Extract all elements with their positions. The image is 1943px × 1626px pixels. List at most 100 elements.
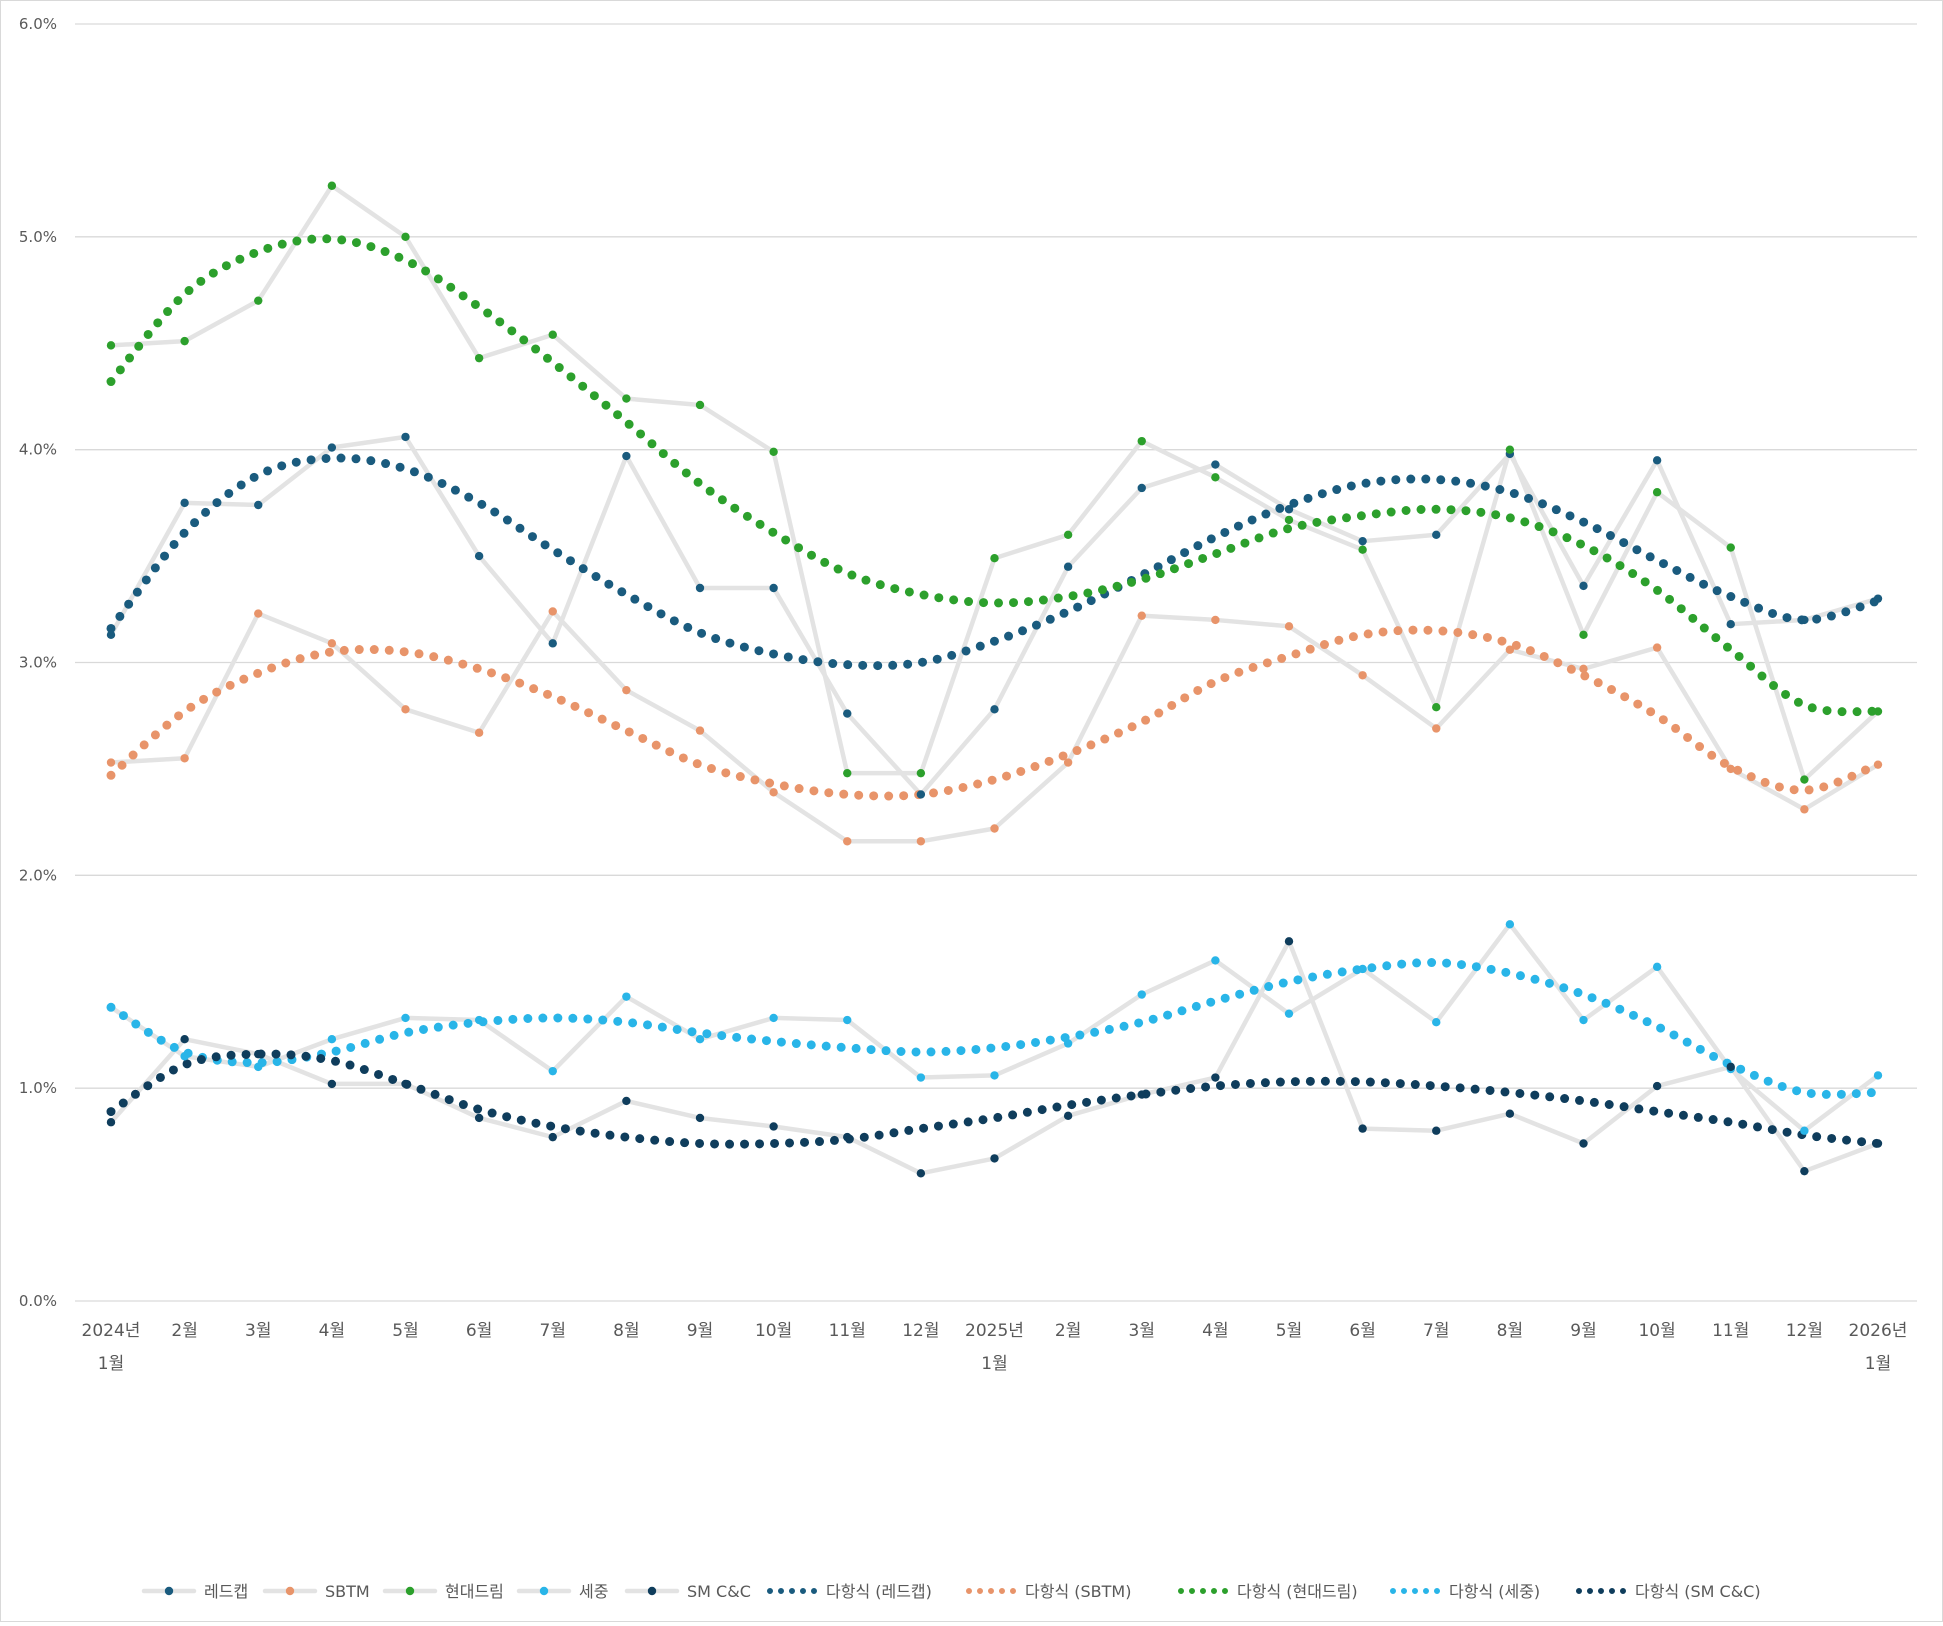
data-point [401, 232, 410, 242]
data-point [1211, 1073, 1220, 1082]
x-tick-label: 2월 [1055, 1321, 1081, 1341]
x-tick-label: 8월 [613, 1321, 639, 1341]
data-point [327, 1035, 337, 1044]
y-tick-label: 3.0% [19, 654, 57, 672]
legend-item: 레드캡 [141, 1582, 248, 1601]
legend-item: SBTM [262, 1582, 370, 1601]
data-point [401, 1079, 410, 1089]
legend-label: SBTM [325, 1582, 370, 1601]
legend-item: 현대드림 [382, 1582, 504, 1601]
data-point [769, 1013, 778, 1023]
series-line [108, 939, 1881, 1176]
series-line [108, 434, 1881, 797]
data-point [1284, 505, 1294, 514]
data-point [769, 788, 778, 797]
data-point [1137, 483, 1146, 493]
series-markers [106, 181, 1883, 1178]
legend-item: SM C&C [624, 1582, 751, 1601]
data-point [843, 709, 852, 718]
trendline [106, 625, 1883, 801]
data-point [1063, 530, 1073, 539]
data-point [1432, 702, 1441, 712]
data-point [1505, 920, 1515, 929]
data-point [1284, 515, 1294, 525]
data-point [180, 1052, 189, 1061]
x-tick-label: 12월 [902, 1321, 939, 1341]
data-point [990, 824, 999, 833]
x-tick-label: 10월 [755, 1321, 792, 1341]
data-point [1063, 1039, 1073, 1048]
legend-label: 다항식 (레드캡) [826, 1582, 932, 1601]
legend-label: 다항식 (SBTM) [1025, 1582, 1131, 1601]
data-point [1652, 962, 1662, 972]
legend-item: 세중 [516, 1582, 608, 1601]
data-point [1873, 1071, 1883, 1080]
x-tick-label: 4월 [319, 1321, 345, 1341]
legend-label: 다항식 (세중) [1449, 1582, 1540, 1601]
data-point [1137, 1090, 1146, 1099]
data-point [1358, 671, 1367, 680]
data-point [1063, 562, 1073, 571]
data-point [1137, 990, 1146, 999]
legend-item: 다항식 (SBTM) [966, 1582, 1131, 1601]
y-tick-label: 4.0% [19, 441, 57, 459]
x-tick-label: 3월 [1129, 1321, 1155, 1341]
x-tick-label: 2025년 [965, 1321, 1024, 1341]
data-point [254, 1049, 263, 1059]
data-point [1137, 436, 1146, 446]
data-point [843, 1015, 852, 1025]
data-point [843, 768, 852, 778]
data-point [1358, 536, 1367, 546]
data-point [1579, 1139, 1588, 1148]
legend-label: SM C&C [687, 1582, 751, 1601]
data-point [548, 607, 557, 616]
series-lines [108, 183, 1881, 1176]
x-axis: 2024년 1월 2월 3월 4월 5월 6월 7월 8월 9월 10월 11월 12월 2025년 1월 2… [82, 1321, 1908, 1374]
data-point [695, 400, 705, 410]
y-axis: 0.0% 1.0% 2.0% 3.0% 4.0% 5.0% 6.0% [19, 15, 57, 1310]
data-point [474, 353, 484, 363]
data-point [622, 685, 631, 695]
x-tick-label: 2026년 [1849, 1321, 1908, 1341]
data-point [1284, 937, 1294, 946]
data-point [1579, 1015, 1588, 1025]
data-point [474, 1113, 484, 1123]
x-tick-label: 6월 [1349, 1321, 1375, 1341]
x-tick-label: 5월 [392, 1321, 418, 1341]
data-point [1432, 530, 1441, 539]
data-point [1800, 1126, 1809, 1135]
legend-item: 다항식 (세중) [1390, 1582, 1540, 1601]
data-point [1211, 473, 1220, 482]
x-tick-label: 8월 [1497, 1321, 1523, 1341]
data-point [1358, 964, 1367, 974]
data-point [769, 1122, 778, 1131]
data-point [990, 1154, 999, 1163]
data-point [1652, 1081, 1662, 1091]
x-tick-label: 7월 [1423, 1321, 1449, 1341]
legend-swatch-marker [164, 1586, 174, 1596]
data-point [180, 498, 189, 508]
data-point [769, 447, 778, 456]
data-point [1432, 1017, 1441, 1027]
x-tick-label: 5월 [1276, 1321, 1302, 1341]
legend-swatch-marker [539, 1586, 549, 1596]
legend-item: 다항식 (현대드림) [1178, 1582, 1358, 1601]
trendline [106, 1049, 1883, 1149]
data-point [916, 1073, 926, 1082]
legend-label: 다항식 (SM C&C) [1635, 1582, 1761, 1601]
data-point [474, 551, 484, 561]
x-tick-label: 10월 [1638, 1321, 1675, 1341]
data-point [474, 1015, 484, 1025]
data-point [1358, 545, 1367, 554]
trend-lines [106, 234, 1883, 1149]
x-tick-label: 9월 [687, 1321, 713, 1341]
data-point [622, 451, 631, 461]
data-point [548, 330, 557, 339]
data-point [695, 583, 705, 593]
x-tick-label: 1월 [981, 1354, 1007, 1374]
gridlines [75, 23, 1917, 1302]
data-point [401, 705, 410, 714]
data-point [916, 790, 926, 799]
data-point [327, 639, 337, 648]
